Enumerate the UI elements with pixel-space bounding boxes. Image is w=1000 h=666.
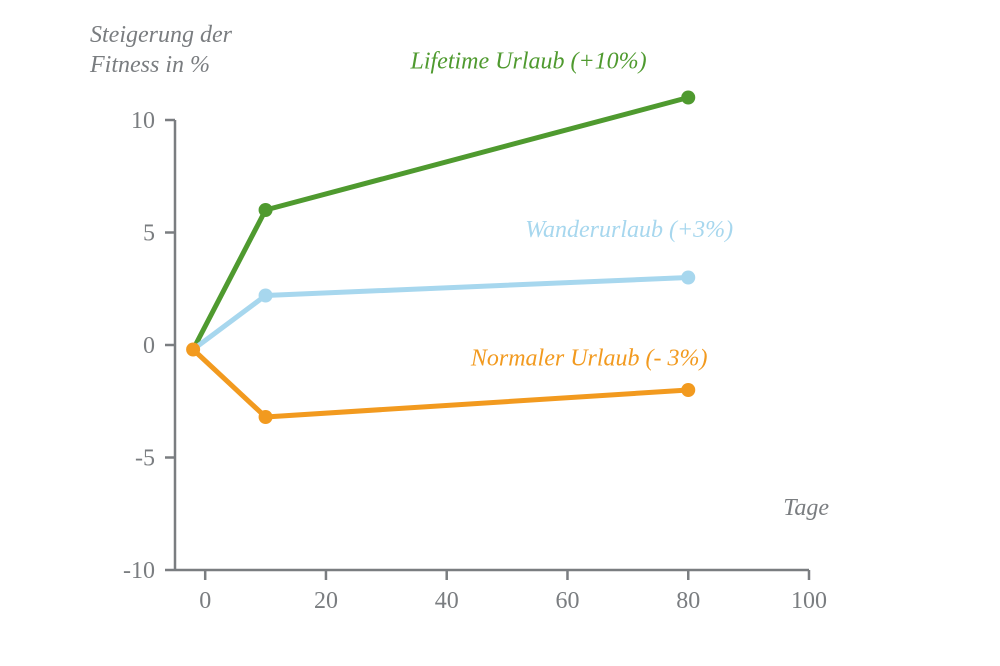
series-label: Lifetime Urlaub (+10%) bbox=[409, 48, 646, 74]
series-marker bbox=[259, 410, 273, 424]
series-label: Wanderurlaub (+3%) bbox=[525, 217, 733, 243]
y-tick-label: 0 bbox=[143, 333, 155, 359]
series-marker bbox=[681, 271, 695, 285]
x-tick-label: 80 bbox=[676, 588, 700, 614]
series-marker bbox=[259, 203, 273, 217]
y-tick-label: 10 bbox=[131, 108, 155, 134]
y-tick-label: -10 bbox=[123, 558, 155, 584]
series-marker bbox=[259, 289, 273, 303]
series-marker bbox=[681, 91, 695, 105]
x-tick-label: 60 bbox=[555, 588, 579, 614]
x-tick-label: 40 bbox=[435, 588, 459, 614]
y-axis-label: Fitness in % bbox=[89, 52, 210, 78]
x-tick-label: 100 bbox=[791, 588, 827, 614]
x-axis-label: Tage bbox=[783, 495, 829, 521]
x-tick-label: 0 bbox=[199, 588, 211, 614]
fitness-chart: Steigerung derFitness in %Tage-10-505100… bbox=[0, 0, 1000, 666]
x-tick-label: 20 bbox=[314, 588, 338, 614]
series-marker bbox=[186, 343, 200, 357]
y-tick-label: 5 bbox=[143, 221, 155, 247]
series-marker bbox=[681, 383, 695, 397]
y-axis-label: Steigerung der bbox=[90, 22, 233, 48]
chart-svg: Steigerung derFitness in %Tage-10-505100… bbox=[0, 0, 1000, 666]
y-tick-label: -5 bbox=[135, 446, 155, 472]
series-label: Normaler Urlaub (- 3%) bbox=[470, 345, 708, 371]
